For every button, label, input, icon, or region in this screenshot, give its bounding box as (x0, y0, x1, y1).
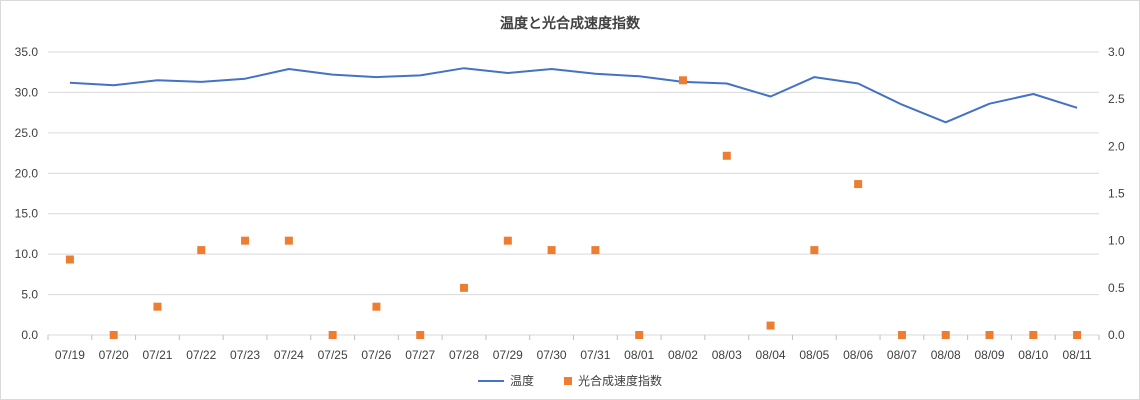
data-point-photosynthesis (460, 283, 469, 292)
x-tick-label: 08/04 (756, 348, 786, 362)
y-right-tick-label: 2.0 (1108, 139, 1125, 153)
data-point-photosynthesis (985, 331, 994, 339)
data-point-photosynthesis (65, 255, 74, 264)
x-tick-label: 07/31 (580, 348, 610, 362)
data-point-photosynthesis (897, 331, 906, 339)
x-tick-label: 07/21 (142, 348, 172, 362)
x-tick-label: 07/20 (99, 348, 129, 362)
legend-label-temperature: 温度 (509, 374, 534, 388)
data-point-photosynthesis (635, 331, 644, 339)
x-tick-label: 08/03 (712, 348, 742, 362)
chart-title: 温度と光合成速度指数 (500, 16, 640, 32)
data-point-photosynthesis (372, 302, 381, 311)
x-tick-label: 07/29 (493, 348, 523, 362)
y-right-tick-label: 1.5 (1108, 187, 1125, 201)
y-left-tick-label: 35.0 (15, 45, 39, 59)
y-left-tick-label: 0.0 (21, 328, 38, 342)
x-tick-label: 08/05 (799, 348, 829, 362)
x-tick-label: 07/24 (274, 348, 304, 362)
data-point-photosynthesis (1029, 331, 1038, 339)
legend-square-swatch (564, 376, 572, 385)
x-tick-label: 07/23 (230, 348, 260, 362)
data-point-photosynthesis (941, 331, 950, 339)
data-point-photosynthesis (503, 236, 512, 245)
x-tick-label: 08/07 (887, 348, 917, 362)
y-left-tick-label: 20.0 (15, 166, 39, 180)
x-tick-label: 08/09 (975, 348, 1005, 362)
data-point-photosynthesis (284, 236, 293, 245)
x-tick-label: 08/10 (1018, 348, 1048, 362)
data-point-photosynthesis (241, 236, 250, 245)
x-tick-label: 08/01 (624, 348, 654, 362)
data-point-photosynthesis (591, 246, 600, 255)
x-tick-label: 08/02 (668, 348, 698, 362)
data-point-photosynthesis (328, 331, 337, 339)
y-left-tick-label: 5.0 (21, 288, 38, 302)
y-right-tick-label: 0.0 (1108, 328, 1125, 342)
data-point-photosynthesis (153, 302, 162, 311)
data-point-photosynthesis (547, 246, 556, 255)
data-point-photosynthesis (810, 246, 819, 255)
x-tick-label: 07/22 (186, 348, 216, 362)
x-tick-label: 08/08 (931, 348, 961, 362)
data-point-photosynthesis (766, 321, 775, 330)
x-tick-label: 08/11 (1063, 348, 1092, 362)
y-right-tick-label: 0.5 (1108, 281, 1125, 295)
legend-label-photosynthesis: 光合成速度指数 (578, 374, 663, 388)
legend-item-temperature: 温度 (477, 372, 534, 389)
data-point-photosynthesis (416, 331, 425, 339)
legend-item-photosynthesis: 光合成速度指数 (564, 372, 662, 389)
series-line-temperature (69, 67, 1078, 124)
legend: 温度 光合成速度指数 (1, 372, 1139, 389)
x-tick-label: 08/06 (843, 348, 873, 362)
y-left-tick-label: 25.0 (15, 126, 39, 140)
x-tick-label: 07/27 (405, 348, 435, 362)
data-point-photosynthesis (197, 246, 206, 255)
data-point-photosynthesis (722, 151, 731, 160)
y-left-tick-label: 15.0 (15, 207, 39, 221)
x-tick-label: 07/26 (361, 348, 391, 362)
x-tick-label: 07/30 (537, 348, 567, 362)
data-point-photosynthesis (854, 180, 863, 189)
data-point-photosynthesis (1073, 331, 1082, 339)
y-right-tick-label: 3.0 (1108, 45, 1125, 59)
y-right-tick-label: 1.0 (1108, 234, 1125, 248)
y-left-tick-label: 30.0 (15, 85, 39, 99)
y-left-tick-label: 10.0 (15, 247, 39, 261)
data-point-photosynthesis (678, 76, 687, 85)
x-tick-label: 07/25 (318, 348, 348, 362)
data-point-photosynthesis (109, 331, 118, 339)
x-tick-label: 07/19 (55, 348, 85, 362)
legend-line-swatch (477, 379, 504, 382)
y-right-tick-label: 2.5 (1108, 92, 1125, 106)
x-tick-label: 07/28 (449, 348, 479, 362)
